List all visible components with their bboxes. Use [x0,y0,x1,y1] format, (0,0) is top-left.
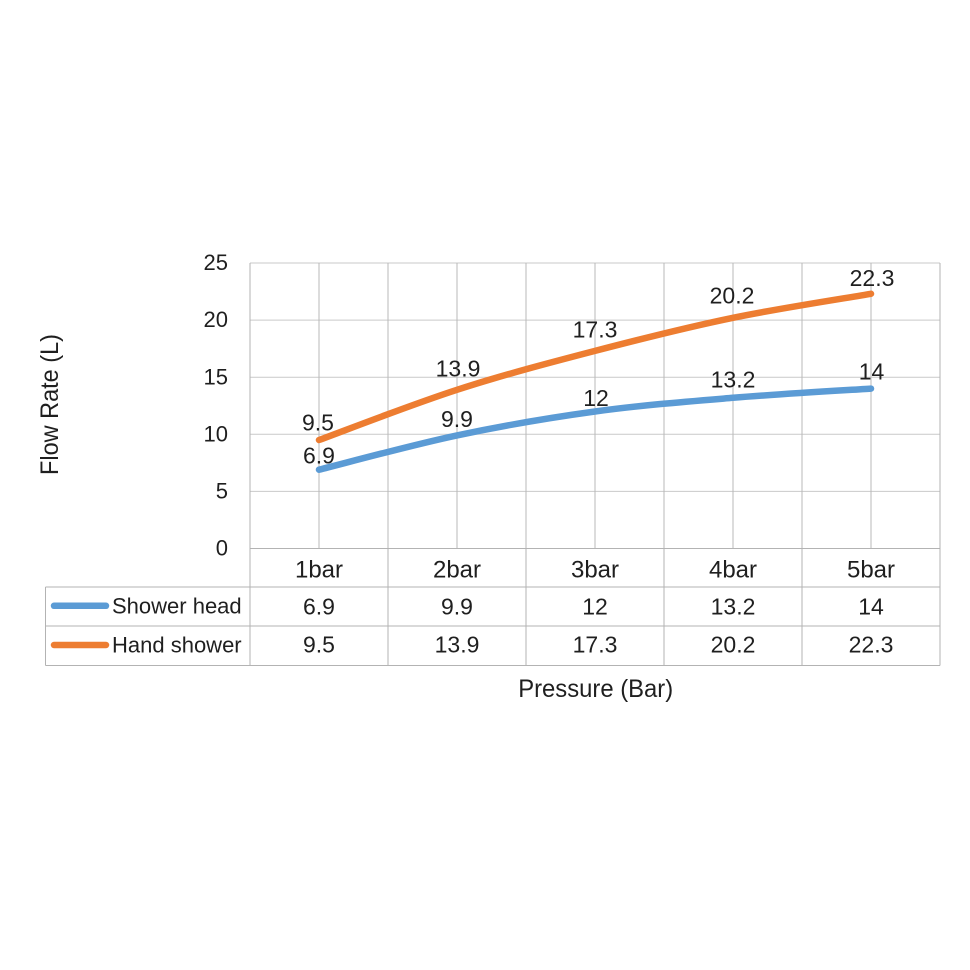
svg-text:9.9: 9.9 [441,593,473,619]
svg-text:22.3: 22.3 [850,265,895,291]
svg-text:13.2: 13.2 [711,367,756,393]
svg-text:0: 0 [216,536,228,561]
svg-text:Shower head: Shower head [112,594,242,619]
svg-text:15: 15 [204,364,228,389]
svg-text:5: 5 [216,479,228,504]
svg-text:6.9: 6.9 [303,593,335,619]
svg-text:1bar: 1bar [295,557,343,584]
svg-text:20: 20 [204,307,228,332]
svg-text:9.5: 9.5 [303,632,335,658]
svg-text:17.3: 17.3 [573,317,618,343]
svg-text:12: 12 [583,385,609,411]
svg-text:22.3: 22.3 [849,632,894,658]
svg-text:20.2: 20.2 [711,632,756,658]
svg-text:9.9: 9.9 [441,406,473,432]
svg-text:13.9: 13.9 [435,632,480,658]
svg-text:14: 14 [858,593,884,619]
svg-text:5bar: 5bar [847,557,895,584]
svg-text:13.9: 13.9 [436,355,481,381]
svg-text:10: 10 [204,421,228,446]
svg-text:9.5: 9.5 [302,409,334,435]
svg-text:Hand shower: Hand shower [112,633,242,658]
svg-text:2bar: 2bar [433,557,481,584]
svg-text:25: 25 [204,250,228,275]
svg-text:20.2: 20.2 [710,283,755,309]
svg-text:17.3: 17.3 [573,632,618,658]
svg-text:Pressure (Bar): Pressure (Bar) [518,675,673,703]
svg-text:3bar: 3bar [571,557,619,584]
svg-text:6.9: 6.9 [303,443,335,469]
svg-text:4bar: 4bar [709,557,757,584]
svg-text:14: 14 [859,358,885,384]
svg-text:12: 12 [582,593,608,619]
svg-text:Flow Rate (L): Flow Rate (L) [36,334,64,475]
svg-text:13.2: 13.2 [711,593,756,619]
